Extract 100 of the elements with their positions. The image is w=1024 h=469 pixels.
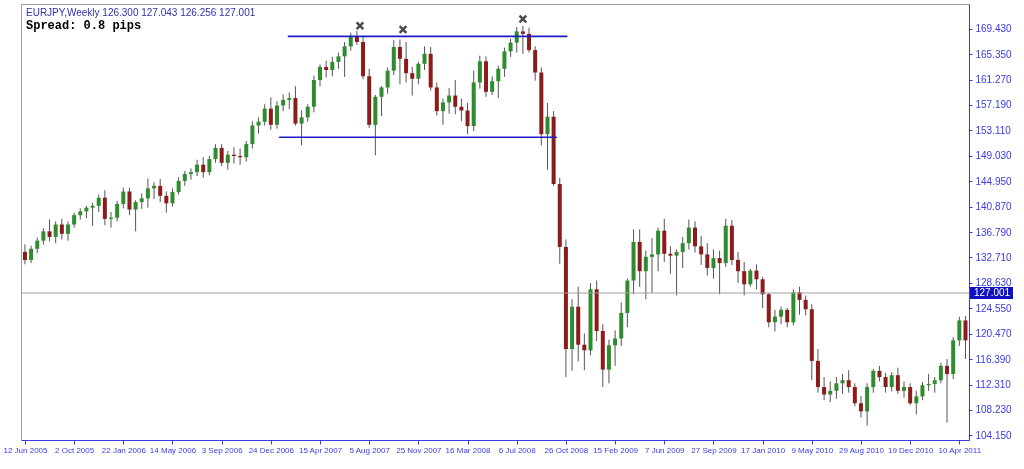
candlestick — [643, 250, 648, 300]
candlestick — [693, 220, 698, 254]
y-tick-label: 165.350 — [975, 48, 1013, 60]
candlestick — [490, 75, 495, 96]
candlestick — [649, 237, 654, 294]
candlestick — [453, 79, 458, 115]
candlestick — [65, 220, 70, 242]
candlestick — [895, 367, 900, 395]
point — [398, 24, 408, 35]
candlestick — [785, 307, 790, 328]
candlestick — [686, 219, 691, 250]
ref-line-label: 127.001 — [974, 287, 1011, 298]
chart-title: EURJPY,Weekly 126.300 127.043 126.256 127.001 — [26, 7, 256, 18]
candlestick — [262, 103, 267, 126]
candlestick — [908, 382, 913, 406]
candlestick — [772, 309, 777, 333]
candlestick — [404, 41, 409, 83]
x-tick-label: 26 Oct 2008 — [544, 445, 589, 455]
candlestick — [582, 332, 587, 371]
y-tick-label: 112.310 — [975, 379, 1012, 390]
x-tick-label: 14 May 2006 — [149, 445, 197, 455]
x-tick-label: 10 Apr 2011 — [938, 445, 982, 455]
candlestick — [219, 143, 224, 167]
candlestick — [871, 368, 876, 394]
y-tick-label: 108.230 — [975, 404, 1013, 416]
candlestick — [914, 390, 919, 415]
candlestick — [668, 245, 673, 275]
candlestick — [158, 178, 163, 203]
y-tick-label: 140.870 — [975, 201, 1013, 213]
y-tick-label: 153.110 — [975, 124, 1012, 136]
candlestick — [674, 248, 679, 296]
candlestick — [22, 243, 27, 265]
candlestick — [477, 55, 482, 90]
candlestick — [434, 81, 439, 116]
x-tick-label: 6 Jul 2008 — [498, 445, 537, 455]
y-tick-label: 136.790 — [975, 226, 1013, 238]
candlestick — [274, 100, 279, 130]
x-tick-label: 17 Jan 2010 — [741, 445, 786, 455]
x-tick-label: 16 Mar 2008 — [445, 445, 492, 455]
candlestick — [410, 66, 415, 97]
y-tick-label: 144.950 — [975, 175, 1013, 187]
candlestick — [656, 227, 661, 272]
candlestick — [422, 45, 427, 71]
x-tick-label: 12 Jun 2005 — [3, 445, 49, 455]
candlestick — [883, 372, 888, 394]
candlestick — [416, 61, 421, 85]
candlestick — [127, 187, 132, 216]
candlestick — [397, 39, 402, 85]
candlestick — [459, 98, 464, 122]
x-tick-label: 24 Dec 2006 — [248, 445, 295, 455]
candlestick — [379, 85, 384, 117]
candlestick — [330, 56, 335, 77]
candlestick — [385, 67, 390, 95]
y-tick-label: 149.030 — [975, 150, 1013, 162]
candlestick — [170, 187, 175, 207]
candlestick — [391, 39, 396, 76]
candlestick — [858, 395, 863, 419]
candlestick — [281, 93, 286, 112]
text: Spread: 0.8 pips — [26, 19, 142, 33]
x-tick-label: 5 Aug 2007 — [349, 445, 391, 455]
candlestick — [742, 261, 747, 296]
candlestick — [957, 316, 962, 347]
candlestick — [188, 167, 193, 181]
candlestick — [945, 358, 950, 424]
candlestick — [834, 376, 839, 400]
candlestick — [938, 362, 943, 384]
x-tick-label: 19 Dec 2010 — [887, 445, 934, 455]
candlestick — [717, 250, 722, 295]
y-tick-label: 161.270 — [975, 74, 1013, 86]
point — [518, 14, 528, 24]
candlestick — [90, 202, 95, 227]
y-tick-label: 128.630 — [975, 277, 1013, 289]
x-tick-label: 3 Sep 2006 — [201, 445, 244, 455]
candlestick — [846, 369, 851, 394]
candlestick — [496, 65, 501, 99]
candlestick — [533, 45, 538, 82]
candlestick — [902, 380, 907, 399]
candlestick — [502, 47, 507, 78]
y-tick-label: 116.390 — [975, 353, 1012, 365]
candlestick — [164, 190, 169, 214]
candlestick — [195, 159, 200, 177]
candlestick — [440, 98, 445, 126]
y-tick-label: 169.430 — [975, 23, 1013, 35]
candlestick — [145, 177, 150, 209]
x-tick-label: 22 Jan 2006 — [101, 445, 147, 455]
x-tick-label: 15 Apr 2007 — [298, 445, 343, 455]
candlestick — [699, 235, 704, 266]
candlestick — [803, 295, 808, 316]
candlestick — [299, 110, 304, 146]
candlestick — [828, 380, 833, 403]
candlestick — [225, 150, 230, 171]
candlestick — [779, 306, 784, 325]
x-tick-label: 29 Aug 2010 — [839, 445, 885, 455]
candlestick — [662, 218, 667, 263]
candlestick — [207, 155, 212, 176]
candlestick — [822, 376, 827, 401]
candlestick — [115, 200, 120, 222]
candlestick — [133, 199, 138, 232]
point — [355, 21, 365, 31]
candlestick — [920, 381, 925, 401]
